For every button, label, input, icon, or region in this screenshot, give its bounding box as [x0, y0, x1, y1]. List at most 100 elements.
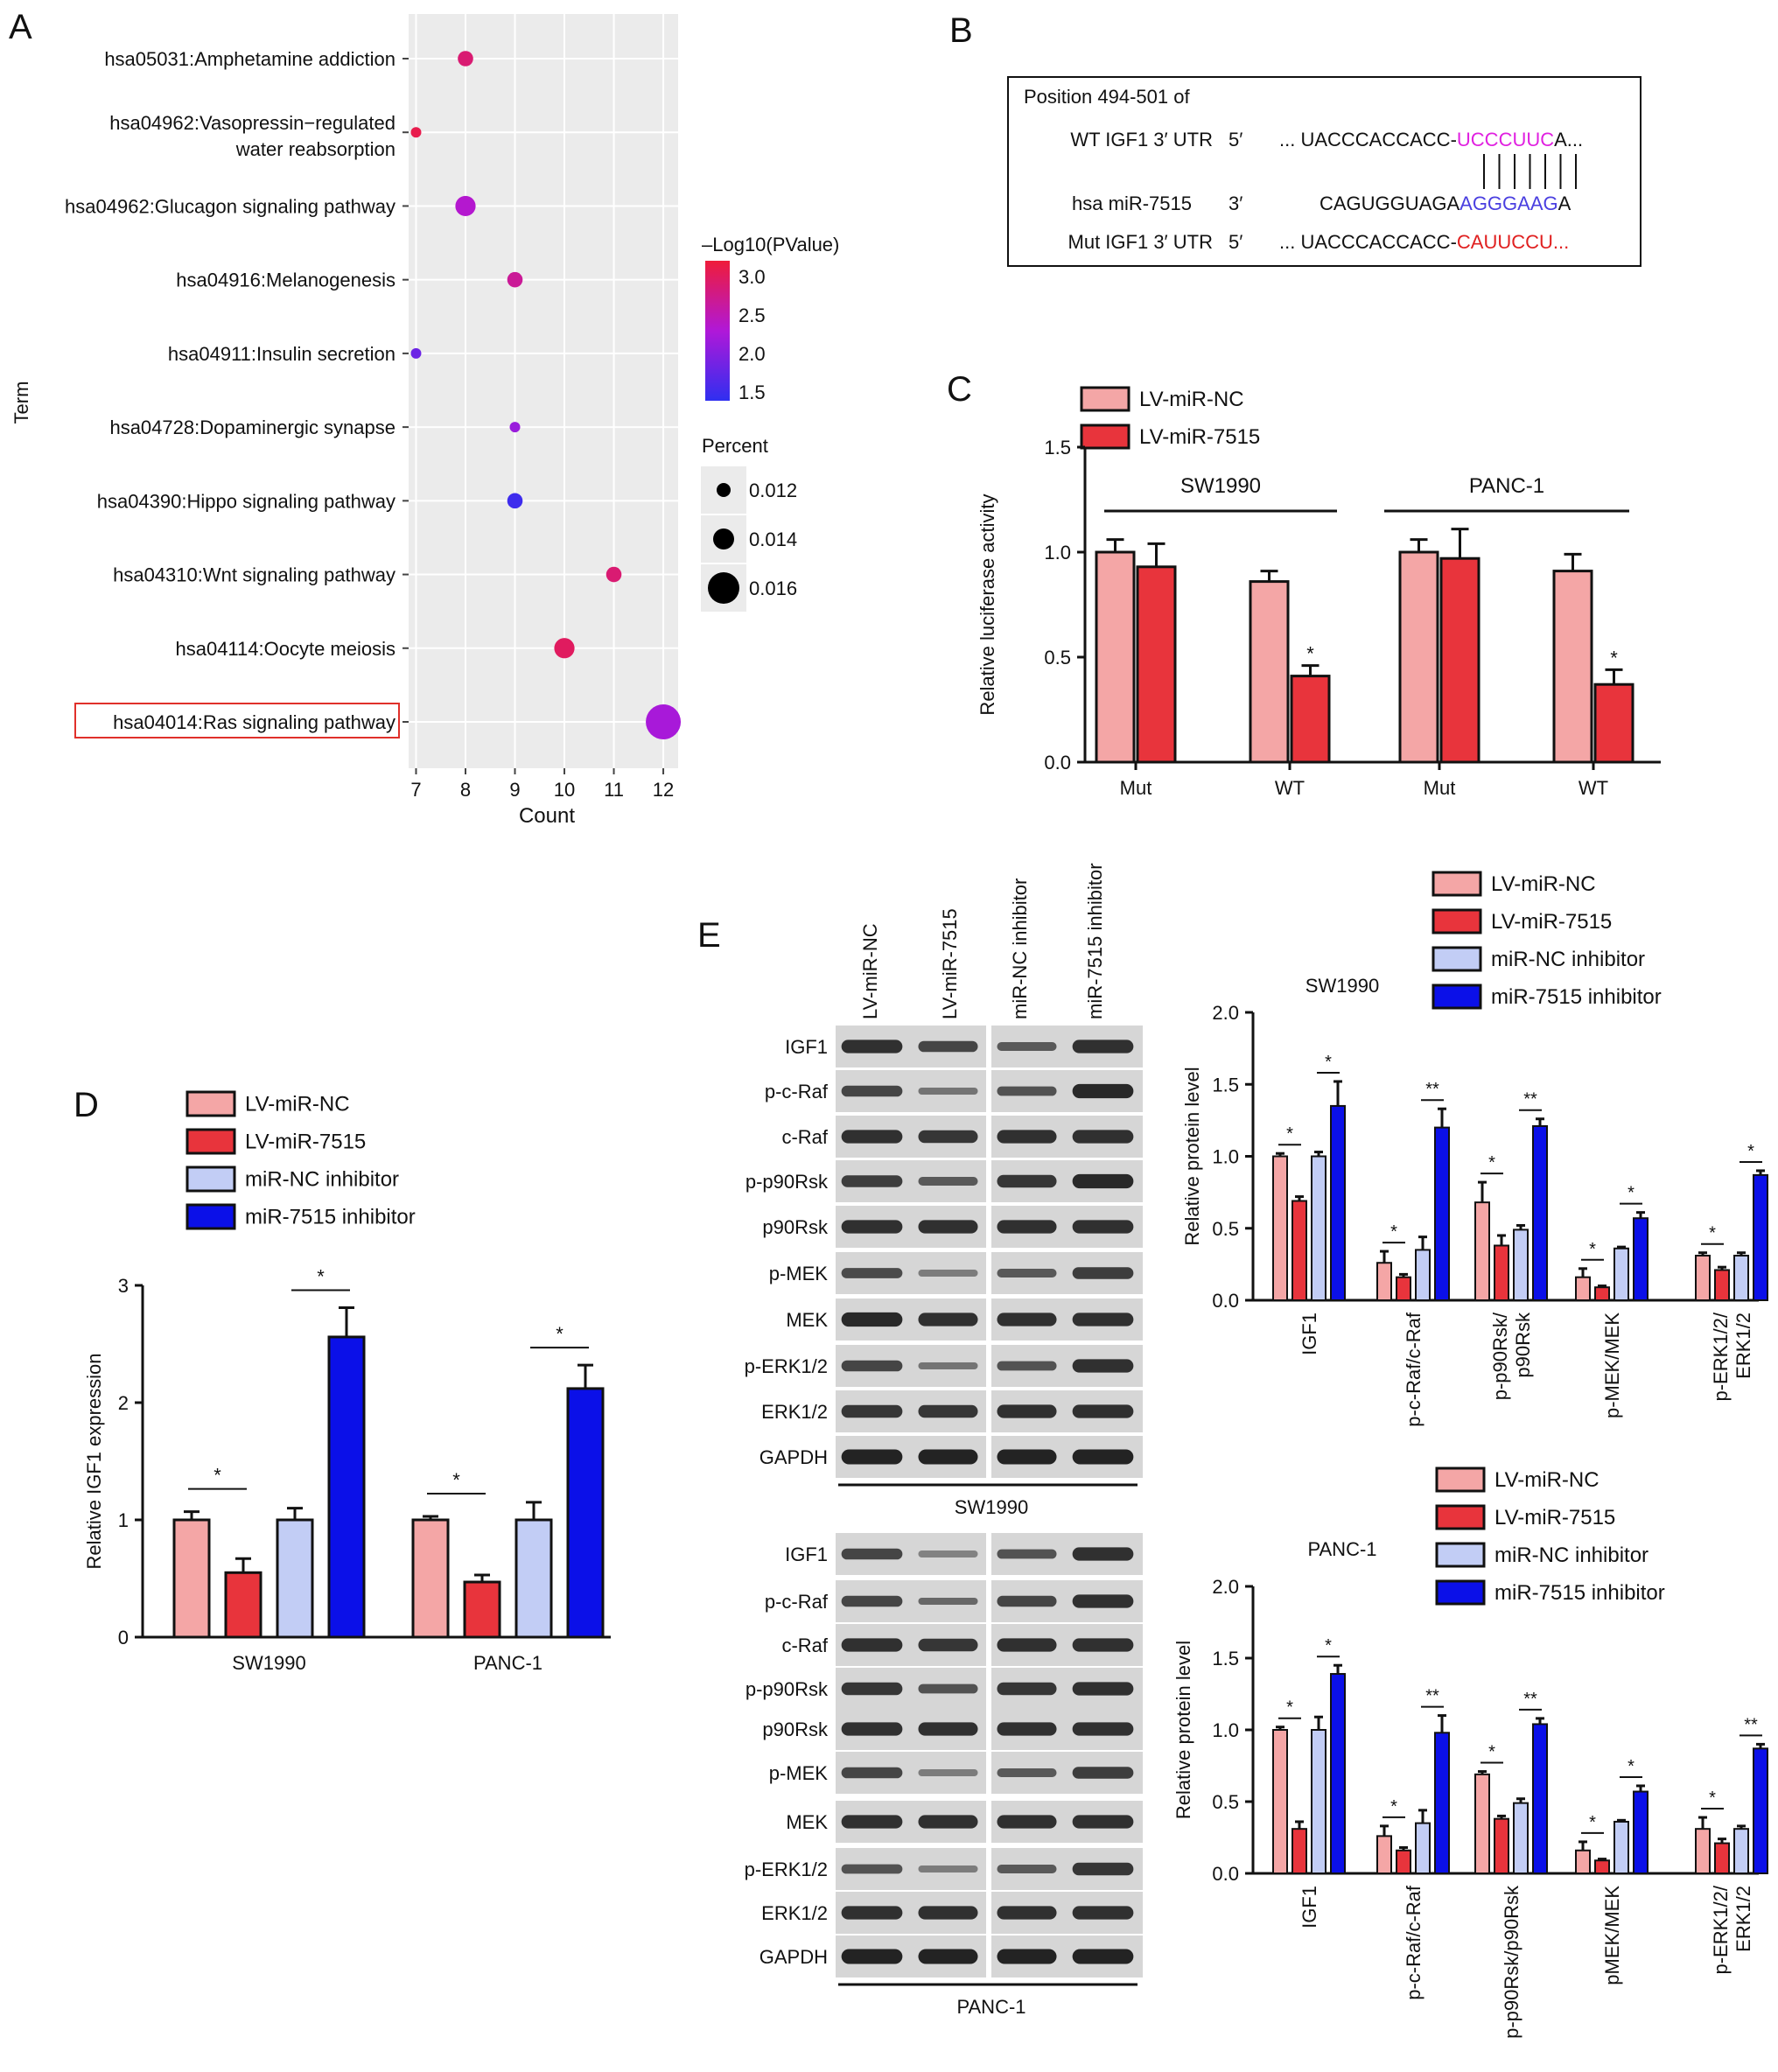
size-legend-label: 0.016: [749, 578, 797, 599]
blot-label: SW1990: [955, 1496, 1028, 1518]
bar: [1249, 580, 1290, 764]
protein-band: [918, 1220, 978, 1234]
bar: [1272, 1155, 1288, 1301]
y-tick-label: 0: [118, 1627, 129, 1648]
lane-label: miR-7515 inhibitor: [1084, 863, 1106, 1019]
term-label: hsa05031:Amphetamine addiction: [104, 48, 396, 70]
bar: [1292, 1200, 1307, 1301]
y-axis-title: Relative protein level: [1181, 1067, 1203, 1245]
x-tick-label: IGF1: [1298, 1312, 1320, 1355]
band-label: p-c-Raf: [765, 1591, 829, 1613]
bar: [1415, 1249, 1431, 1302]
panel-label-a: A: [9, 8, 32, 46]
data-point: [410, 347, 422, 359]
y-tick-label: 0.5: [1212, 1218, 1239, 1240]
protein-band: [841, 1220, 903, 1234]
significance-mark: **: [1744, 1715, 1758, 1734]
bar: [1439, 556, 1480, 764]
term-label: hsa04310:Wnt signaling pathway: [113, 564, 396, 586]
band-label: IGF1: [785, 1036, 828, 1058]
bar: [1714, 1269, 1730, 1301]
protein-band: [1072, 1312, 1134, 1326]
significance-mark: *: [1325, 1636, 1332, 1656]
band-label: MEK: [786, 1309, 828, 1331]
protein-band: [997, 1595, 1057, 1607]
x-tick-label: 11: [604, 779, 624, 801]
bar: [514, 1518, 553, 1639]
x-tick-label: Mut: [1424, 777, 1456, 799]
protein-band: [1072, 1767, 1134, 1779]
protein-band: [997, 1865, 1057, 1873]
bar: [1733, 1828, 1749, 1874]
y-tick-label: 1.5: [1212, 1648, 1239, 1670]
term-label: hsa04114:Oocyte meiosis: [175, 638, 396, 660]
alignment-row-wt: WT IGF1 3′ UTR 5′ ... UACCCACCACC-UCCCUU…: [1070, 129, 1583, 150]
protein-band: [997, 1449, 1057, 1465]
size-legend-dot: [713, 528, 734, 550]
legend-label: miR-NC inhibitor: [245, 1168, 399, 1192]
y-tick-label: 1.0: [1044, 542, 1071, 564]
y-tick-label: 0.0: [1212, 1290, 1239, 1312]
protein-band: [1072, 1173, 1134, 1189]
x-tick-label: p-p90Rsk/p90Rsk: [1501, 1885, 1522, 2039]
term-label: hsa04728:Dopaminergic synapse: [109, 416, 396, 438]
panel-label-d: D: [74, 1086, 99, 1124]
bar: [1311, 1729, 1326, 1874]
data-point: [606, 566, 622, 583]
protein-band: [997, 1312, 1057, 1326]
highlight-box: [74, 703, 400, 738]
bar: [463, 1580, 501, 1639]
x-tick-label: pMEK/MEK: [1601, 1886, 1623, 1985]
protein-band: [918, 1040, 978, 1053]
significance-mark: *: [1628, 1184, 1634, 1203]
data-point: [507, 493, 523, 509]
y-axis-title: Term: [10, 382, 32, 424]
x-tick-label: ERK1/2: [1732, 1312, 1754, 1379]
seq-mutated: CAUUCCU...: [1457, 231, 1569, 253]
band-label: p-MEK: [769, 1263, 829, 1284]
band-label: GAPDH: [760, 1946, 828, 1968]
protein-band: [841, 1864, 903, 1874]
protein-band: [1072, 1815, 1134, 1829]
y-tick-label: 1.0: [1212, 1146, 1239, 1168]
x-tick-label: p-ERK1/2/: [1710, 1885, 1732, 1974]
bar: [1434, 1732, 1450, 1875]
x-tick-label: p-p90Rsk/: [1489, 1312, 1511, 1400]
data-point: [507, 271, 523, 288]
legend-label: miR-NC inhibitor: [1494, 1544, 1648, 1567]
legend-swatch: [1435, 1542, 1486, 1568]
legend-swatch: [1435, 1579, 1486, 1606]
y-tick-label: 2.0: [1212, 1002, 1239, 1024]
protein-band: [918, 1722, 978, 1736]
band-label: ERK1/2: [761, 1401, 828, 1423]
alignment-sequence: ... UACCCACCACC-CAUUCCU...: [1279, 231, 1569, 253]
bar: [1434, 1126, 1450, 1301]
bar: [1330, 1673, 1346, 1875]
significance-mark: *: [1709, 1788, 1716, 1808]
x-tick-label: p-ERK1/2/: [1710, 1312, 1732, 1401]
panel-a-dotplot: 7 8 9 10 11 12 Count Term hsa05031:Amphetamine a…: [10, 14, 839, 828]
data-point: [554, 638, 575, 659]
bar: [1532, 1723, 1548, 1874]
term-label: water reabsorption: [235, 138, 396, 160]
data-point: [646, 704, 682, 739]
panel-b-sequence-alignment: Position 494-501 of WT IGF1 3′ UTR 5′ ..…: [1007, 76, 1642, 267]
bar: [1396, 1276, 1411, 1302]
term-label: hsa04014:Ras signaling pathway: [113, 711, 396, 733]
protein-band: [997, 1042, 1057, 1051]
seq-plain: CAGUGGUAGA: [1320, 192, 1460, 214]
group-label: PANC-1: [1469, 474, 1544, 498]
bar: [327, 1335, 366, 1639]
legend-swatch: [186, 1203, 236, 1230]
band-label: p-MEK: [769, 1762, 829, 1784]
legend-label: miR-7515 inhibitor: [1494, 1581, 1665, 1605]
legend-label: LV-miR-NC: [245, 1093, 350, 1116]
y-tick-label: 1.5: [1044, 437, 1071, 458]
x-tick-label: PANC-1: [473, 1652, 542, 1674]
x-tick-label: ERK1/2: [1732, 1886, 1754, 1952]
significance-mark: *: [1390, 1222, 1397, 1242]
protein-band: [1072, 1547, 1134, 1561]
protein-band: [841, 1312, 903, 1327]
significance-mark: *: [1747, 1142, 1754, 1161]
y-tick-label: 0.5: [1044, 647, 1071, 668]
